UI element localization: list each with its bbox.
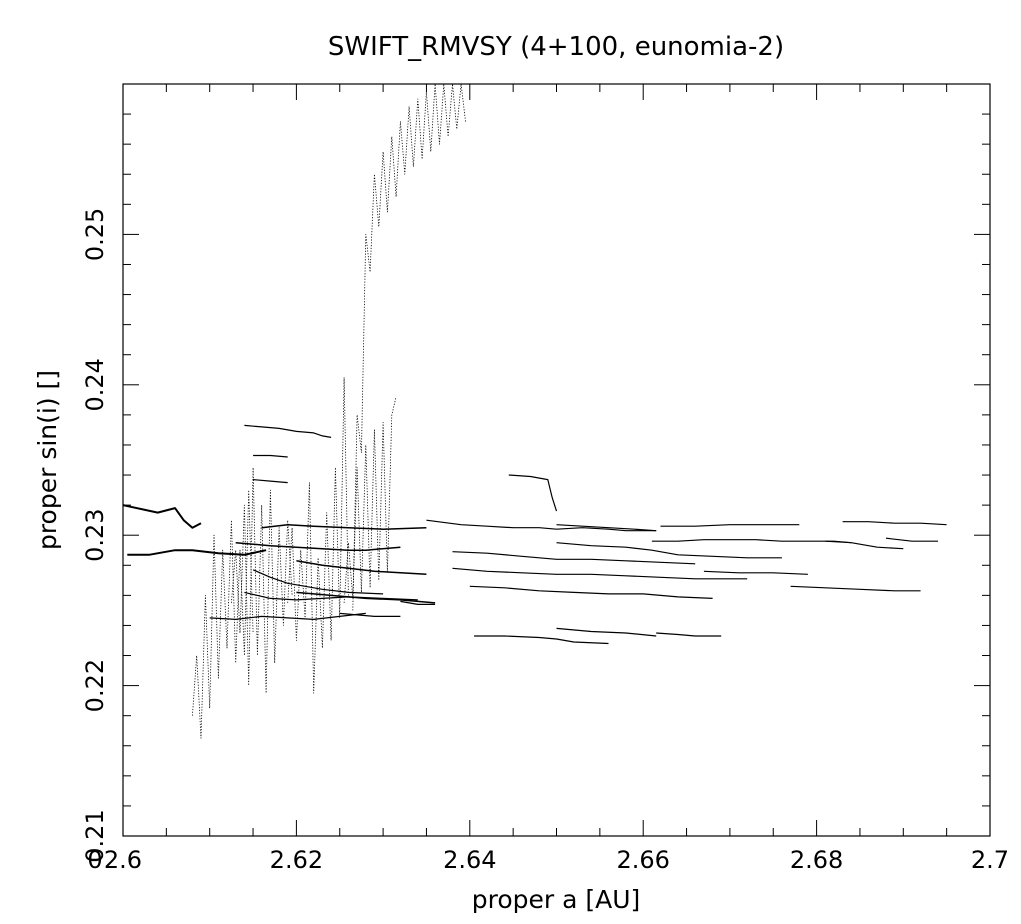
series-line [235,541,401,551]
series-line [209,612,366,620]
x-tick-label: 2.64 [443,846,496,874]
series-line [452,551,696,565]
y-tick-labels: 0.21 0.22 0.23 0.24 0.25 [81,208,109,863]
series-line [885,537,938,542]
x-tick-labels: 2.6 2.62 2.64 2.66 2.68 2.7 [104,846,1009,874]
x-tick-label: 2.7 [971,846,1009,874]
series-line [244,591,418,601]
series-line [287,376,349,694]
y-tick-label: 0.23 [81,508,109,561]
series-line [790,585,921,592]
series-line [296,591,436,604]
y-tick-label: 0.24 [81,358,109,411]
series-line [339,612,401,617]
series-line [469,585,713,599]
series-line [825,540,904,550]
series-line [127,549,267,556]
chart-title: SWIFT_RMVSY (4+100, eunomia-2) [328,32,784,62]
plot-frame [122,83,991,837]
series-line [703,570,808,575]
x-tick-label: 2.62 [270,846,323,874]
series-line [660,524,800,527]
series-line [352,84,466,611]
series-line [474,635,609,645]
x-axis-label: proper a [AU] [472,885,641,914]
series-line [842,521,947,526]
series-line [656,632,722,637]
series-line [556,627,657,637]
series-line [508,474,558,512]
series-line [651,539,852,544]
y-tick-label: 0.21 [81,809,109,862]
y-tick-label: 0.25 [81,208,109,261]
series-line [244,424,332,438]
series-line [253,479,288,484]
series-line [261,523,427,530]
x-tick-label: 2.6 [104,846,142,874]
series-line [252,569,384,595]
series-line [426,519,657,532]
series-line [296,560,427,576]
series-line [231,467,293,694]
series-line [556,524,657,532]
origin-label: 0 [87,846,102,874]
y-tick-label: 0.22 [81,659,109,712]
series-line [556,542,782,559]
y-axis-label: proper sin(i) [] [33,370,62,550]
series-line [192,489,254,739]
series-line [452,567,748,580]
series-line [123,504,202,529]
series-layer [123,84,947,739]
x-tick-label: 2.66 [616,846,669,874]
x-tick-label: 2.68 [790,846,843,874]
axis-ticks [122,83,991,837]
series-line [253,454,288,458]
series-line [400,600,436,605]
